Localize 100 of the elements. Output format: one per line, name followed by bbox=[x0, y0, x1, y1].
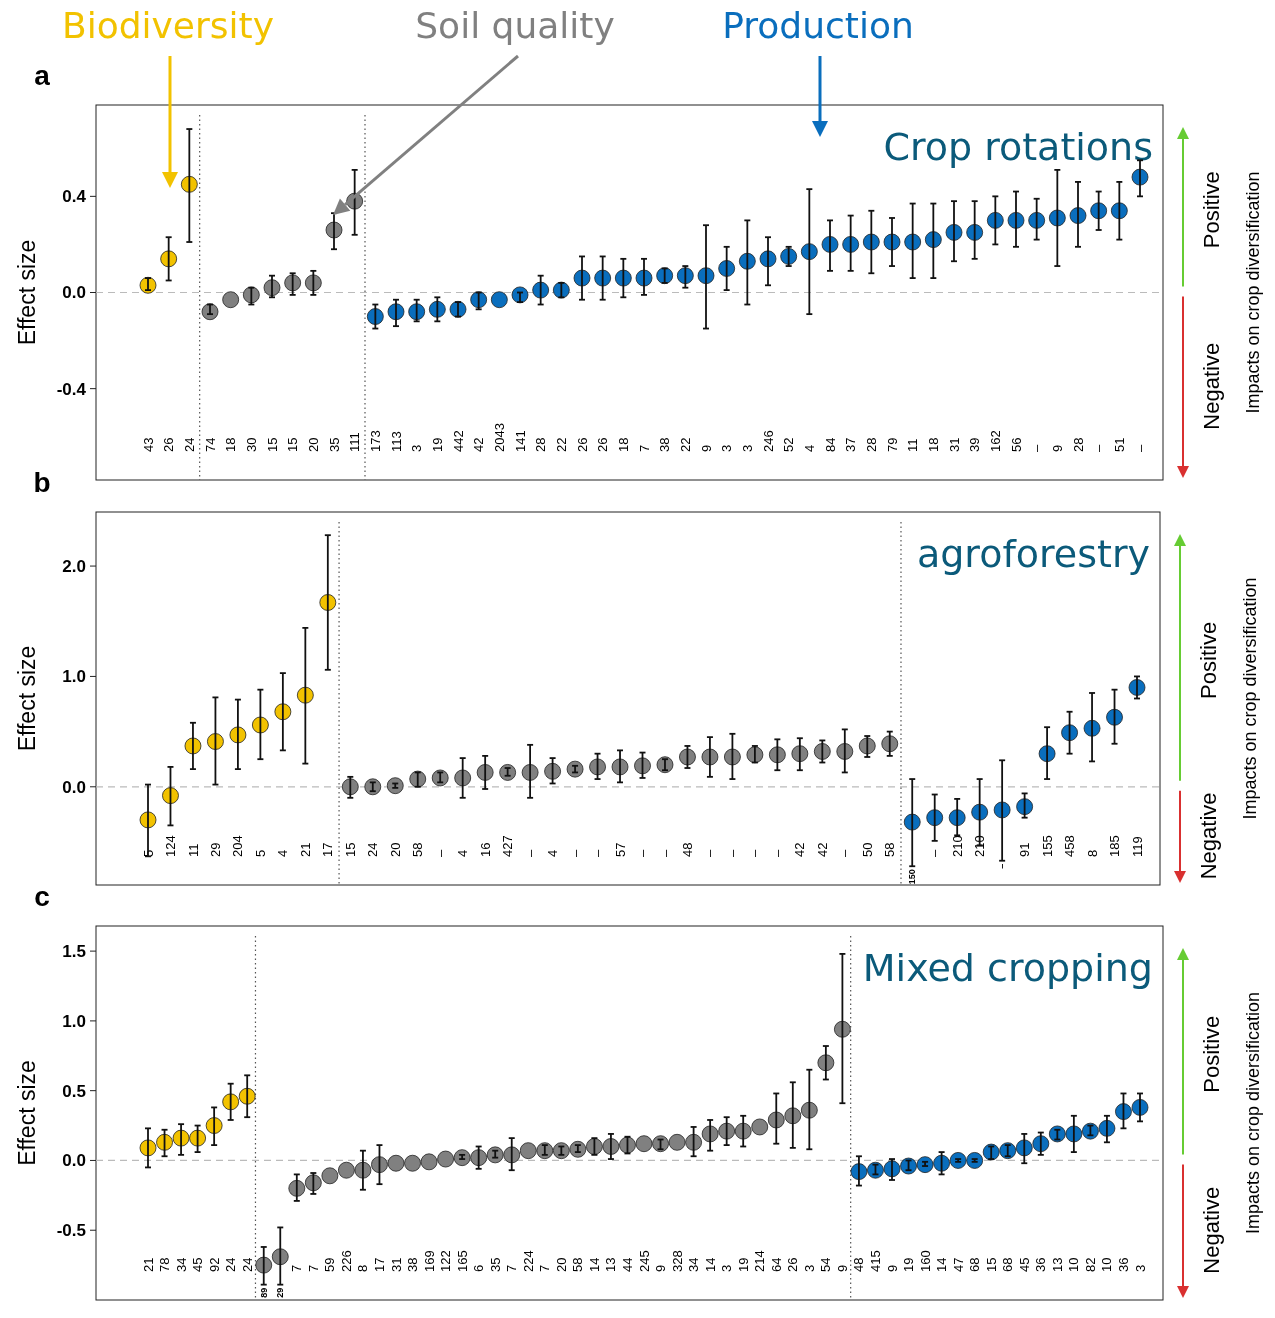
x-tick-label: – bbox=[724, 849, 740, 857]
point bbox=[437, 1150, 454, 1168]
x-tick-label: 26 bbox=[161, 437, 177, 452]
text: agroforestry bbox=[916, 532, 1150, 576]
x-tick-label: 169 bbox=[421, 1250, 437, 1272]
x-tick-label: 19 bbox=[735, 1257, 751, 1272]
x-tick-label: 3 bbox=[719, 1264, 735, 1272]
x-tick-label: 43 bbox=[140, 437, 156, 452]
x-tick-label: 226 bbox=[338, 1250, 354, 1272]
x-tick-label: 38 bbox=[405, 1257, 421, 1272]
x-tick-label: 79 bbox=[884, 437, 900, 452]
x-tick-label: 18 bbox=[615, 437, 631, 452]
x-tick-label: – bbox=[432, 849, 448, 857]
x-tick-label: – bbox=[837, 849, 853, 857]
y-tick-label: 1.0 bbox=[62, 1011, 86, 1031]
x-tick-label: 3 bbox=[1132, 1264, 1148, 1272]
x-tick-label: 245 bbox=[636, 1250, 652, 1272]
x-tick-label: 37 bbox=[843, 437, 859, 452]
x-tick-label: 458 bbox=[1062, 835, 1078, 857]
x-tick-label: 160 bbox=[917, 1250, 933, 1272]
x-tick-label: 4 bbox=[801, 444, 817, 452]
x-tick-label: 34 bbox=[173, 1257, 189, 1272]
x-tick-label: 9 bbox=[884, 1264, 900, 1272]
x-tick-label: 15 bbox=[342, 842, 358, 857]
x-tick-label: – bbox=[927, 849, 943, 857]
y-tick-label: -0.5 bbox=[56, 1221, 86, 1241]
x-tick-label: 7 bbox=[289, 1264, 305, 1272]
y-tick-label: 0.5 bbox=[62, 1081, 86, 1101]
x-tick-label: 162 bbox=[987, 430, 1003, 452]
x-tick-label: 15 bbox=[285, 437, 301, 452]
text: Negative bbox=[1195, 792, 1221, 880]
x-tick-label: 29 bbox=[207, 842, 223, 857]
x-tick-label: 30 bbox=[243, 437, 259, 452]
chart-title: b bbox=[33, 467, 51, 498]
x-tick-label: 26 bbox=[785, 1257, 801, 1272]
point bbox=[420, 1153, 438, 1171]
x-tick-label: 54 bbox=[818, 1257, 834, 1272]
x-tick-label: 3 bbox=[719, 444, 735, 452]
x-tick-label: 78 bbox=[157, 1257, 173, 1272]
x-tick-label: 18 bbox=[223, 437, 239, 452]
x-tick-label: 21 bbox=[140, 1257, 156, 1272]
point bbox=[338, 1161, 355, 1179]
x-tick-label: 214 bbox=[752, 1250, 768, 1272]
point bbox=[321, 1167, 339, 1185]
x-tick-label: 56 bbox=[1008, 437, 1024, 452]
x-tick-label: 122 bbox=[438, 1250, 454, 1272]
x-tick-label: 45 bbox=[1016, 1257, 1032, 1272]
point bbox=[679, 748, 696, 766]
x-tick-label: 24 bbox=[365, 842, 381, 857]
x-tick-label: 35 bbox=[326, 437, 342, 452]
x-tick-label: – bbox=[1091, 444, 1107, 452]
x-tick-label: – bbox=[702, 849, 718, 857]
y2-axis-title: Impacts on crop diversification bbox=[1240, 577, 1261, 820]
x-tick-label: – bbox=[567, 849, 583, 857]
y-tick-label: 0.4 bbox=[62, 187, 87, 207]
x-tick-label: 24 bbox=[223, 1257, 239, 1272]
text: Production bbox=[722, 5, 914, 46]
point bbox=[371, 1156, 388, 1174]
point bbox=[1115, 1103, 1132, 1120]
x-tick-label: – bbox=[590, 849, 606, 857]
x-tick-label: 20 bbox=[305, 437, 321, 452]
x-tick-label: 8 bbox=[1084, 849, 1100, 857]
point bbox=[834, 1020, 851, 1038]
text: Soil quality bbox=[415, 5, 615, 46]
x-tick-label: – bbox=[522, 849, 538, 857]
x-tick-label: 24 bbox=[239, 1257, 255, 1272]
x-tick-label: 155 bbox=[1039, 835, 1055, 857]
x-tick-label: 7 bbox=[305, 1264, 321, 1272]
x-tick-label: 28 bbox=[863, 437, 879, 452]
x-tick-label: 24 bbox=[181, 437, 197, 452]
chart-title: a bbox=[34, 60, 51, 91]
y-tick-label: -0.4 bbox=[56, 379, 87, 399]
x-tick-label: – bbox=[1029, 444, 1045, 452]
x-tick-label: 3 bbox=[739, 444, 755, 452]
x-tick-label: 47 bbox=[950, 1257, 966, 1272]
x-tick-label: 15 bbox=[983, 1257, 999, 1272]
x-tick-label: 141 bbox=[512, 430, 528, 452]
x-tick-label: 442 bbox=[450, 430, 466, 452]
point bbox=[162, 787, 179, 805]
y-tick-label: 1.0 bbox=[62, 667, 86, 687]
x-tick-label: 17 bbox=[372, 1257, 388, 1272]
x-tick-label: 31 bbox=[388, 1257, 404, 1272]
text: Positive bbox=[1198, 171, 1224, 249]
x-tick-label: 246 bbox=[760, 430, 776, 452]
text: Positive bbox=[1195, 621, 1221, 699]
x-tick-label: 15 bbox=[264, 437, 280, 452]
x-tick-label: – bbox=[997, 863, 1008, 869]
point bbox=[544, 762, 561, 780]
x-tick-label: 9 bbox=[1049, 444, 1065, 452]
x-tick-label: 415 bbox=[868, 1250, 884, 1272]
text: Mixed cropping bbox=[862, 946, 1153, 990]
x-tick-label: 44 bbox=[620, 1257, 636, 1272]
x-tick-label: 16 bbox=[477, 842, 493, 857]
point bbox=[619, 1136, 636, 1154]
point bbox=[586, 1138, 603, 1155]
x-tick-label: 74 bbox=[202, 437, 218, 452]
x-tick-label: 42 bbox=[471, 437, 487, 452]
x-tick-label: 6 bbox=[471, 1264, 487, 1272]
x-tick-label: 210 bbox=[949, 835, 965, 857]
x-tick-label: 28 bbox=[533, 437, 549, 452]
